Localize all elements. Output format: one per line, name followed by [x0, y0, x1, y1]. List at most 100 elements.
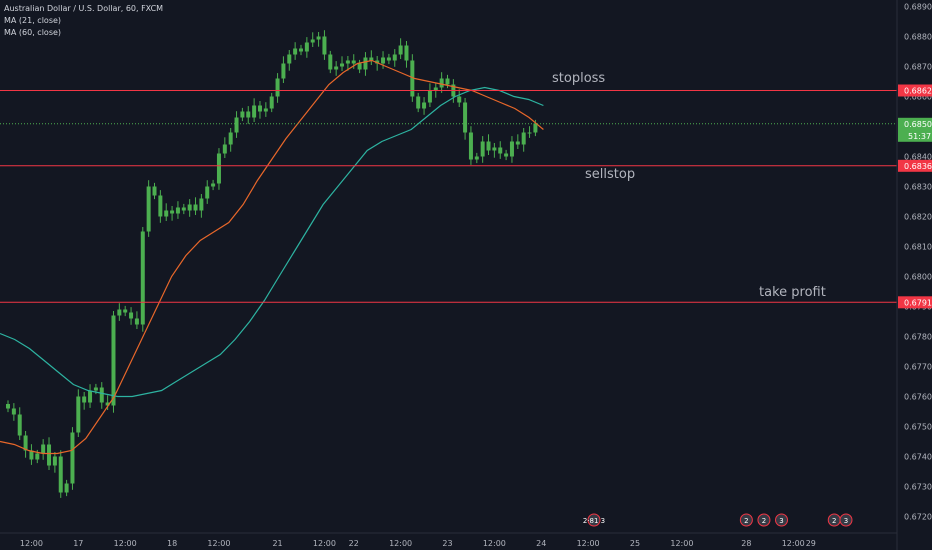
candle-body: [93, 387, 98, 391]
candle-body: [304, 42, 309, 52]
time-tick-label: 29: [806, 539, 816, 548]
candle-body: [269, 96, 274, 109]
event-label: 2: [762, 517, 766, 525]
candle-body: [369, 57, 374, 61]
candle-body: [82, 396, 87, 403]
time-tick-label: 25: [630, 539, 640, 548]
candle-body: [404, 45, 409, 61]
candle-body: [105, 402, 110, 406]
candle-body: [175, 207, 180, 214]
candle-body: [240, 111, 245, 118]
candle-body: [299, 48, 303, 52]
time-tick-label: 28: [741, 539, 751, 548]
candle-body: [228, 132, 233, 145]
candle-body: [64, 483, 69, 493]
candle-body: [117, 309, 122, 316]
time-tick-label: 12:00: [114, 539, 137, 548]
event-marker: [775, 513, 789, 527]
current-price-badge: [898, 117, 932, 142]
ma21-label[interactable]: MA (21, close): [4, 16, 62, 25]
candle-body: [234, 117, 239, 133]
candle-body: [427, 90, 432, 103]
candle-body: [6, 404, 10, 409]
time-tick-label: 12:00: [483, 539, 506, 548]
candle-body: [88, 390, 93, 403]
candle-body: [340, 63, 345, 67]
candle-body: [351, 60, 356, 64]
event-label: 2: [744, 517, 748, 525]
take-profit-annotation[interactable]: take profit: [759, 285, 826, 300]
candle-body: [357, 63, 362, 70]
time-tick-label: 18: [167, 539, 177, 548]
candle-body: [322, 36, 327, 55]
candle-body: [293, 48, 298, 55]
candle-body: [375, 60, 380, 64]
ma21-line: [0, 59, 544, 455]
candle-body: [129, 312, 134, 319]
candle-body: [328, 54, 333, 70]
candle-body: [111, 315, 116, 406]
candle-body: [252, 105, 257, 118]
candle-body: [17, 414, 22, 436]
candle-body: [11, 408, 16, 415]
time-tick-label: 12:00: [207, 539, 230, 548]
sellstop-annotation[interactable]: sellstop: [585, 167, 636, 182]
candle-body: [386, 57, 391, 61]
candle-body: [521, 132, 526, 145]
candle-body: [509, 141, 514, 157]
candle-body: [47, 444, 52, 466]
candle-body: [410, 60, 415, 97]
candle-body: [216, 153, 221, 184]
symbol-title[interactable]: Australian Dollar / U.S. Dollar, 60, FXC…: [4, 4, 164, 13]
candle-body: [193, 204, 198, 211]
ma60-label[interactable]: MA (60, close): [4, 28, 62, 37]
candle-body: [398, 45, 403, 55]
candle-body: [515, 141, 520, 145]
candle-body: [468, 132, 473, 160]
chart-legend: Australian Dollar / U.S. Dollar, 60, FXC…: [4, 3, 163, 39]
level-price-badge: [898, 296, 932, 309]
candle-body: [140, 231, 145, 325]
event-marker: [587, 513, 601, 527]
time-tick-label: 12:00: [670, 539, 693, 548]
candle-body: [345, 60, 350, 64]
candle-body: [492, 147, 497, 151]
candle-body: [416, 96, 421, 109]
candle-body: [498, 147, 503, 154]
candle-body: [257, 105, 262, 112]
time-tick-label: 17: [73, 539, 83, 548]
candle-body: [146, 186, 151, 232]
event-marker: [739, 513, 753, 527]
stoploss-annotation[interactable]: stoploss: [552, 71, 606, 86]
time-tick-label: 12:00: [577, 539, 600, 548]
candle-body: [527, 132, 532, 134]
event-label: 2·81 3: [583, 517, 605, 525]
candle-body: [310, 39, 315, 43]
ma60-line: [0, 86, 544, 398]
candle-body: [474, 156, 479, 160]
event-marker: [839, 513, 853, 527]
candle-body: [281, 63, 286, 79]
candle-body: [316, 36, 321, 40]
candle-body: [263, 108, 268, 112]
level-price-label: 0.67914: [904, 298, 932, 307]
time-tick-label: 12:00: [389, 539, 412, 548]
candle-body: [187, 204, 192, 211]
event-marker: [757, 513, 771, 527]
candle-body: [287, 54, 292, 64]
candle-body: [439, 78, 444, 88]
